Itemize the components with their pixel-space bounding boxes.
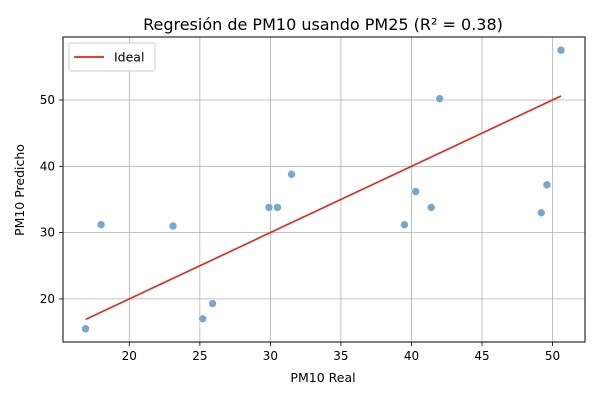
x-tick-label: 30 — [263, 349, 278, 363]
ideal-line-group — [85, 95, 562, 321]
legend: Ideal — [68, 42, 156, 72]
data-point — [198, 314, 207, 324]
ideal-line — [85, 95, 562, 321]
x-axis-label: PM10 Real — [290, 370, 355, 385]
data-point — [264, 203, 274, 212]
data-point — [400, 220, 409, 229]
grid — [63, 37, 585, 342]
x-tick-label: 35 — [333, 349, 348, 363]
data-points — [81, 45, 566, 334]
x-tick-label: 40 — [404, 349, 419, 363]
plot-frame — [62, 36, 586, 343]
x-tick-label: 20 — [122, 349, 137, 363]
data-point — [81, 324, 90, 334]
legend-label-ideal: Ideal — [114, 50, 144, 65]
y-tick-label: 20 — [40, 292, 55, 306]
x-axis-ticks: 20 25 30 35 40 45 50 — [122, 342, 560, 363]
data-point — [426, 203, 436, 212]
data-point — [411, 187, 421, 196]
y-tick-label: 40 — [40, 159, 55, 173]
data-point — [556, 45, 566, 55]
legend-box — [68, 42, 156, 72]
x-tick-label: 45 — [474, 349, 489, 363]
y-tick-label: 50 — [40, 93, 55, 107]
chart-title: Regresión de PM10 usando PM25 (R² = 0.38… — [143, 15, 503, 34]
x-tick-label: 25 — [192, 349, 207, 363]
data-point — [542, 180, 552, 190]
data-point — [287, 169, 296, 179]
x-tick-label: 50 — [545, 349, 560, 363]
y-axis-label: PM10 Predicho — [12, 144, 27, 236]
data-point — [208, 299, 217, 308]
data-point — [435, 94, 444, 103]
data-point — [273, 203, 282, 212]
data-point — [536, 208, 546, 218]
y-tick-label: 30 — [40, 226, 55, 240]
y-axis-ticks: 20 30 40 50 — [40, 93, 63, 306]
data-point — [96, 220, 106, 229]
data-point — [168, 221, 178, 231]
